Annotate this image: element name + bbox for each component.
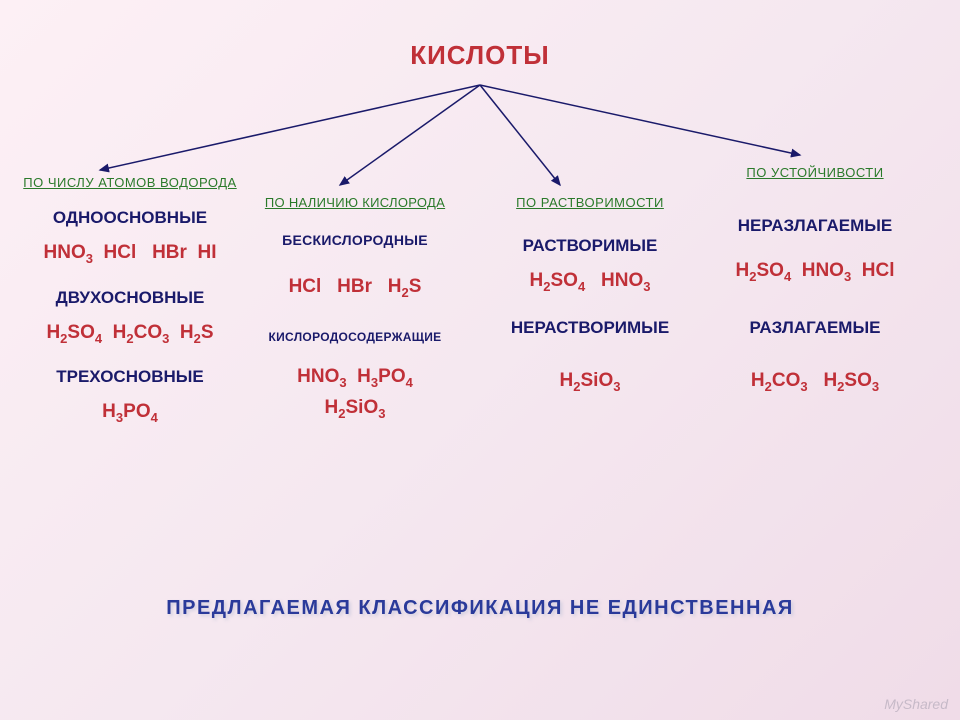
category-label: ПО УСТОЙЧИВОСТИ bbox=[705, 165, 925, 180]
watermark: MyShared bbox=[884, 696, 948, 712]
column-solubility: ПО РАСТВОРИМОСТИ РАСТВОРИМЫЕ H2SO4 HNO3 … bbox=[480, 195, 700, 415]
group-label: БЕСКИСЛОРОДНЫЕ bbox=[245, 232, 465, 248]
group-label: ДВУХОСНОВНЫЕ bbox=[20, 288, 240, 308]
column-hydrogen-atoms: ПО ЧИСЛУ АТОМОВ ВОДОРОДА ОДНООСНОВНЫЕ HN… bbox=[20, 175, 240, 447]
category-label: ПО РАСТВОРИМОСТИ bbox=[480, 195, 700, 210]
category-label: ПО ЧИСЛУ АТОМОВ ВОДОРОДА bbox=[20, 175, 240, 190]
group-label: РАЗЛАГАЕМЫЕ bbox=[705, 318, 925, 338]
column-oxygen: ПО НАЛИЧИЮ КИСЛОРОДА БЕСКИСЛОРОДНЫЕ HCl … bbox=[245, 195, 465, 443]
footer-note: ПРЕДЛАГАЕМАЯ КЛАССИФИКАЦИЯ НЕ ЕДИНСТВЕНН… bbox=[166, 597, 794, 620]
formula-row: HCl HBr H2S bbox=[245, 272, 465, 304]
category-label: ПО НАЛИЧИЮ КИСЛОРОДА bbox=[245, 195, 465, 210]
group-label: КИСЛОРОДОСОДЕРЖАЩИЕ bbox=[245, 330, 465, 344]
group-label: НЕРАСТВОРИМЫЕ bbox=[480, 318, 700, 338]
group-label: РАСТВОРИМЫЕ bbox=[480, 236, 700, 256]
formula-row: H2SiO3 bbox=[480, 366, 700, 398]
formula-row: HNO3 HCl HBr HI bbox=[20, 238, 240, 270]
diagram-title: КИСЛОТЫ bbox=[410, 40, 550, 71]
formula-row: H2SO4 HNO3 bbox=[480, 266, 700, 298]
formula-row: H2SO4 HNO3 HCl bbox=[705, 256, 925, 288]
group-label: ОДНООСНОВНЫЕ bbox=[20, 208, 240, 228]
group-label: НЕРАЗЛАГАЕМЫЕ bbox=[705, 216, 925, 236]
formula-row: H3PO4 bbox=[20, 397, 240, 429]
formula-row: H2SO4 H2CO3 H2S bbox=[20, 318, 240, 350]
column-stability: ПО УСТОЙЧИВОСТИ НЕРАЗЛАГАЕМЫЕ H2SO4 HNO3… bbox=[705, 165, 925, 415]
formula-row: H2CO3 H2SO3 bbox=[705, 366, 925, 398]
formula-row: HNO3 H3PO4H2SiO3 bbox=[245, 362, 465, 425]
group-label: ТРЕХОСНОВНЫЕ bbox=[20, 367, 240, 387]
